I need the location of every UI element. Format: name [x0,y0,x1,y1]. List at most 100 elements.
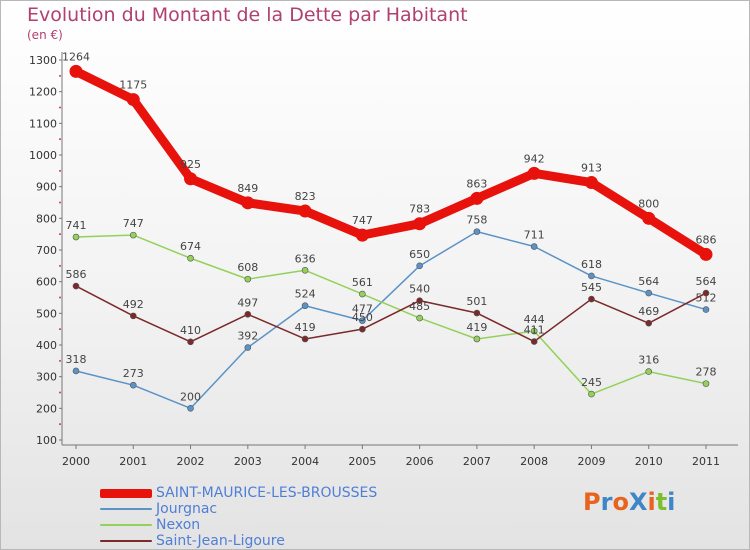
y-minor-tick [59,138,61,141]
logo-letter: t [655,488,668,516]
series-line [75,230,707,410]
legend-swatch [100,524,152,526]
data-point [530,338,538,345]
data-point [473,335,481,343]
unit-label: (en €) [27,28,63,42]
y-tick-label: 1200 [29,86,57,99]
data-point [359,290,366,298]
data-label: 318 [66,353,87,366]
data-label: 564 [638,275,659,288]
data-label: 747 [123,217,144,230]
data-point [473,309,481,317]
data-point [298,204,312,218]
data-point [187,405,194,412]
data-point [301,266,309,274]
y-tick-label: 600 [36,276,57,289]
logo-letter: X [628,488,648,516]
data-label: 410 [180,324,201,337]
x-tick-label: 2007 [463,455,491,468]
data-point [699,247,713,261]
data-point [530,327,538,335]
data-label: 419 [295,321,316,334]
data-label: 501 [466,295,487,308]
logo-letter: P [583,488,601,516]
data-label: 561 [352,276,373,289]
data-label: 512 [696,292,717,305]
data-label: 618 [581,258,602,271]
y-minor-tick [59,74,61,77]
data-label: 1175 [119,79,147,92]
data-point [527,166,541,180]
data-label: 564 [696,275,717,288]
data-label: 608 [237,261,258,274]
data-label: 444 [524,313,545,326]
logo-letter: i [647,488,656,516]
logo-letter: i [667,488,676,516]
data-label: 925 [180,158,201,171]
legend-label: Nexon [156,517,201,533]
data-point [645,319,653,327]
x-tick-label: 2006 [406,455,434,468]
data-point [126,93,140,107]
y-tick-label: 400 [36,339,57,352]
proxiti-logo: ProXiti [583,488,675,516]
data-label: 419 [466,321,487,334]
data-point [413,217,427,231]
data-label: 540 [409,283,430,296]
x-tick-label: 2000 [62,455,90,468]
data-label: 800 [638,197,659,210]
data-label: 245 [581,376,602,389]
data-point [129,231,137,239]
data-label: 674 [180,240,201,253]
data-label: 686 [696,233,717,246]
data-point [184,172,198,186]
x-tick-label: 2003 [234,455,262,468]
data-point [187,254,194,262]
data-label: 586 [66,268,87,281]
chart-title: Evolution du Montant de la Dette par Hab… [27,4,468,26]
data-point [187,338,194,346]
data-label: 783 [409,203,430,216]
data-point [72,282,80,290]
x-tick-label: 2010 [635,455,663,468]
x-tick-label: 2002 [177,455,205,468]
y-tick-label: 700 [36,244,57,257]
data-point [301,335,309,343]
data-label: 636 [295,252,316,265]
data-label: 711 [524,229,545,242]
x-tick-label: 2005 [348,455,376,468]
data-point [702,289,710,297]
data-point [416,314,423,322]
data-point [473,228,481,235]
data-label: 477 [352,303,373,316]
y-minor-tick [59,264,61,267]
y-minor-tick [59,233,61,236]
y-tick-label: 800 [36,212,57,225]
y-minor-tick [59,359,61,362]
data-label: 450 [352,311,373,324]
y-tick-label: 1300 [29,54,57,67]
data-point [642,211,656,225]
legend-label: Jourgnac [156,501,218,517]
data-label: 497 [237,296,258,309]
data-point [244,310,252,318]
y-minor-tick [59,423,61,426]
data-point [416,262,423,270]
x-tick-label: 2011 [692,455,720,468]
data-point [301,302,309,310]
data-point [416,297,423,304]
y-tick-label: 900 [36,181,57,194]
y-minor-tick [59,169,61,172]
y-minor-tick [59,296,61,299]
data-point [244,275,252,283]
data-label: 741 [66,219,87,232]
data-point [72,233,80,241]
data-point [584,176,598,190]
x-tick-label: 2001 [119,455,147,468]
data-point [69,64,83,78]
data-point [359,325,366,333]
legend-label: SAINT-MAURICE-LES-BROUSSES [156,485,378,501]
data-label: 747 [352,214,373,227]
data-label: 823 [295,190,316,203]
